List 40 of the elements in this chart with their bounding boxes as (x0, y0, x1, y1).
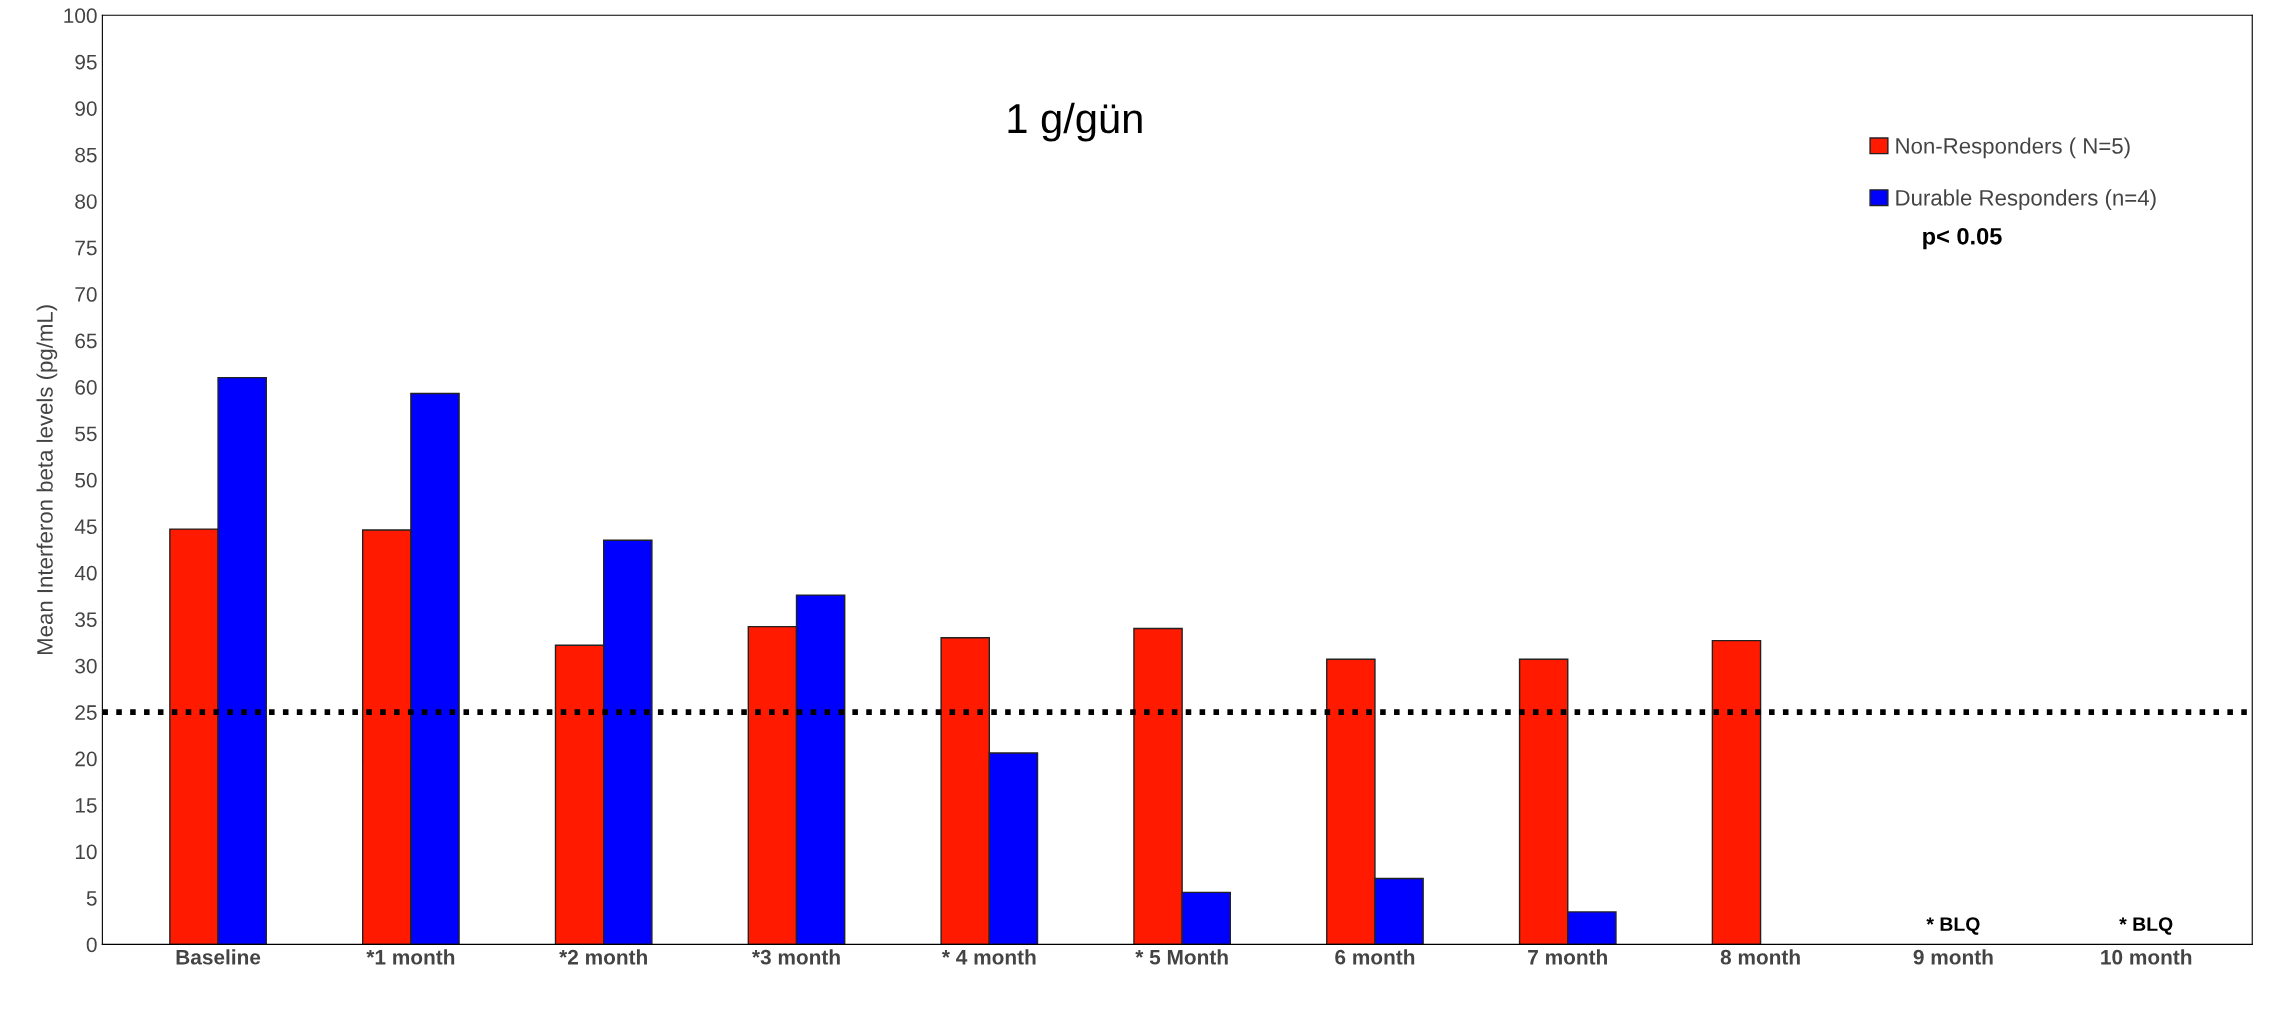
text: 1 g/gün (1008, 102, 1142, 142)
y-tick-label: 65 (75, 333, 97, 349)
legend-label: Durable Responders (n=4) (1896, 189, 2156, 211)
annotation: * BLQ (2119, 917, 2173, 935)
y-tick-label: 10 (75, 844, 97, 860)
y-tick-label: 50 (75, 472, 97, 488)
y-tick-label: 55 (75, 426, 97, 442)
x-tick-label: 6 month (1335, 949, 1415, 965)
y-tick-label: 60 (75, 379, 97, 395)
y-tick-label: 25 (75, 705, 97, 720)
x-tick-label: Baseline (176, 949, 261, 965)
y-tick-label: 90 (75, 101, 97, 116)
y-tick-label: 85 (75, 147, 97, 163)
y-tick-label: 5 (86, 891, 97, 906)
x-tick-label: 7 month (1528, 949, 1607, 965)
y-tick-label: 40 (74, 565, 97, 581)
y-tick-label: 75 (75, 240, 97, 256)
y-tick-label: 95 (75, 54, 97, 70)
x-tick-label: 10 month (2101, 949, 2192, 965)
x-tick-label: * 4 month (941, 949, 1036, 965)
y-tick-label: 80 (75, 194, 97, 209)
bar (1711, 639, 1762, 945)
x-tick-label: *3 month (752, 949, 840, 965)
y-tick-label: 15 (75, 798, 97, 813)
y-tick-label: 0 (86, 937, 97, 953)
y-axis-title: Mean Interferon beta levels (pg/mL) (36, 305, 58, 655)
y-tick-label: 45 (74, 519, 97, 535)
x-tick-label: 8 month (1720, 949, 1800, 965)
legend-label: Non-Responders ( N=5) (1896, 137, 2130, 159)
x-tick-label: * 5 Month (1135, 949, 1228, 965)
y-tick-label: 70 (75, 287, 97, 302)
y-tick-label: 100 (64, 8, 97, 24)
y-tick-label: 20 (75, 751, 97, 767)
y-tick-label: 35 (75, 612, 97, 627)
x-tick-label: *1 month (366, 949, 455, 965)
annotation: p< 0.05 (1923, 227, 2002, 250)
y-tick-label: 30 (75, 658, 97, 674)
x-tick-label: 9 month (1913, 949, 1993, 965)
x-tick-label: *2 month (559, 949, 647, 965)
annotation: * BLQ (1926, 917, 1980, 935)
